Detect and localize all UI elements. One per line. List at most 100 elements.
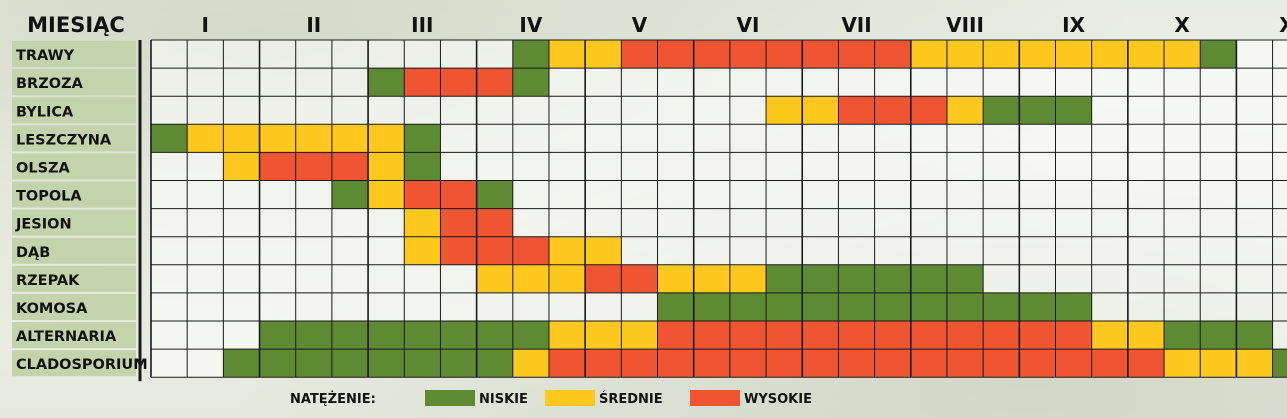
legend-title: NATĘŻENIE: bbox=[290, 391, 376, 407]
heatmap-cell bbox=[151, 264, 188, 293]
heatmap-cell bbox=[512, 152, 549, 181]
heatmap-cell bbox=[766, 124, 803, 153]
heatmap-cell bbox=[295, 40, 332, 69]
heatmap-cell bbox=[404, 264, 441, 293]
heatmap-cell bbox=[440, 292, 477, 321]
legend-swatch bbox=[545, 390, 595, 406]
heatmap-cell bbox=[874, 124, 911, 153]
heatmap-cell bbox=[151, 40, 188, 69]
heatmap-cell bbox=[512, 321, 549, 350]
heatmap-cell bbox=[621, 152, 658, 181]
heatmap-cell bbox=[1200, 68, 1237, 97]
heatmap-cell bbox=[331, 349, 369, 378]
heatmap-cell bbox=[331, 236, 369, 265]
heatmap-cell bbox=[874, 292, 911, 321]
legend-swatch bbox=[690, 390, 740, 406]
heatmap-cell bbox=[187, 264, 224, 293]
heatmap-cell bbox=[476, 68, 513, 97]
heatmap-cell bbox=[1236, 292, 1273, 321]
heatmap-cell bbox=[1127, 321, 1165, 350]
heatmap-cell bbox=[295, 264, 332, 293]
heatmap-cell bbox=[404, 152, 441, 181]
heatmap-cell bbox=[548, 152, 586, 181]
heatmap-cell bbox=[404, 40, 441, 69]
heatmap-cell bbox=[983, 68, 1020, 97]
heatmap-cell bbox=[802, 264, 839, 293]
heatmap-cell bbox=[331, 292, 369, 321]
heatmap-cell bbox=[838, 124, 875, 153]
heatmap-cell bbox=[187, 208, 224, 237]
heatmap-cell bbox=[223, 124, 260, 153]
row-label-bg bbox=[12, 181, 136, 208]
heatmap-cell bbox=[729, 124, 767, 153]
heatmap-cell bbox=[1236, 236, 1273, 265]
heatmap-cell bbox=[983, 349, 1020, 378]
heatmap-cell bbox=[1272, 349, 1287, 378]
heatmap-cell bbox=[331, 40, 369, 69]
legend-swatch bbox=[425, 390, 475, 406]
heatmap-cell bbox=[476, 180, 513, 209]
heatmap-cell bbox=[1236, 264, 1273, 293]
heatmap-cell bbox=[621, 40, 658, 69]
row-label-bg bbox=[12, 293, 136, 320]
heatmap-cell bbox=[946, 264, 984, 293]
heatmap-cell bbox=[585, 292, 622, 321]
heatmap-cell bbox=[476, 124, 513, 153]
heatmap-cell bbox=[910, 152, 947, 181]
heatmap-cell bbox=[1127, 68, 1165, 97]
legend-label: NISKIE bbox=[479, 392, 528, 407]
heatmap-cell bbox=[1019, 321, 1056, 350]
heatmap-cell bbox=[368, 349, 405, 378]
heatmap-cell bbox=[1091, 292, 1128, 321]
heatmap-cell bbox=[1236, 40, 1273, 69]
heatmap-cell bbox=[1019, 236, 1056, 265]
row-label: BYLICA bbox=[16, 104, 74, 120]
heatmap-cell bbox=[1236, 208, 1273, 237]
heatmap-cell bbox=[766, 40, 803, 69]
heatmap-cell bbox=[1055, 264, 1092, 293]
heatmap-cell bbox=[151, 96, 188, 125]
heatmap-cell bbox=[187, 68, 224, 97]
heatmap-cell bbox=[476, 236, 513, 265]
row-label: ALTERNARIA bbox=[16, 329, 117, 345]
heatmap-cell bbox=[621, 96, 658, 125]
row-label-bg bbox=[12, 125, 136, 152]
heatmap-cell bbox=[223, 208, 260, 237]
row-label: CLADOSPORIUM bbox=[16, 357, 148, 373]
heatmap-cell bbox=[548, 40, 586, 69]
heatmap-cell bbox=[1091, 236, 1128, 265]
row-label-bg bbox=[12, 153, 136, 180]
row-label: RZEPAK bbox=[16, 273, 80, 289]
heatmap-cell bbox=[983, 124, 1020, 153]
heatmap-cell bbox=[657, 236, 694, 265]
row-label-bg bbox=[12, 265, 136, 292]
heatmap-cell bbox=[440, 349, 477, 378]
heatmap-cell bbox=[1236, 68, 1273, 97]
heatmap-cell bbox=[404, 208, 441, 237]
heatmap-cell bbox=[331, 264, 369, 293]
heatmap-cell bbox=[693, 96, 730, 125]
heatmap-cell bbox=[657, 208, 694, 237]
heatmap-cell bbox=[1019, 180, 1056, 209]
month-label: IV bbox=[519, 13, 542, 37]
heatmap-cell bbox=[838, 349, 875, 378]
heatmap-cell bbox=[440, 40, 477, 69]
heatmap-cell bbox=[512, 292, 549, 321]
heatmap-cell bbox=[983, 152, 1020, 181]
heatmap-cell bbox=[1055, 40, 1092, 69]
heatmap-cell bbox=[1272, 124, 1287, 153]
heatmap-cell bbox=[1200, 124, 1237, 153]
heatmap-cell bbox=[693, 68, 730, 97]
heatmap-cell bbox=[946, 96, 984, 125]
heatmap-cell bbox=[223, 68, 260, 97]
heatmap-cell bbox=[766, 208, 803, 237]
heatmap-cell bbox=[223, 40, 260, 69]
heatmap-cell bbox=[1272, 152, 1287, 181]
heatmap-cell bbox=[946, 292, 984, 321]
heatmap-cell bbox=[1019, 349, 1056, 378]
heatmap-cell bbox=[331, 124, 369, 153]
heatmap-cell bbox=[766, 68, 803, 97]
heatmap-cell bbox=[802, 292, 839, 321]
heatmap-cell bbox=[1019, 40, 1056, 69]
heatmap-cell bbox=[1200, 180, 1237, 209]
